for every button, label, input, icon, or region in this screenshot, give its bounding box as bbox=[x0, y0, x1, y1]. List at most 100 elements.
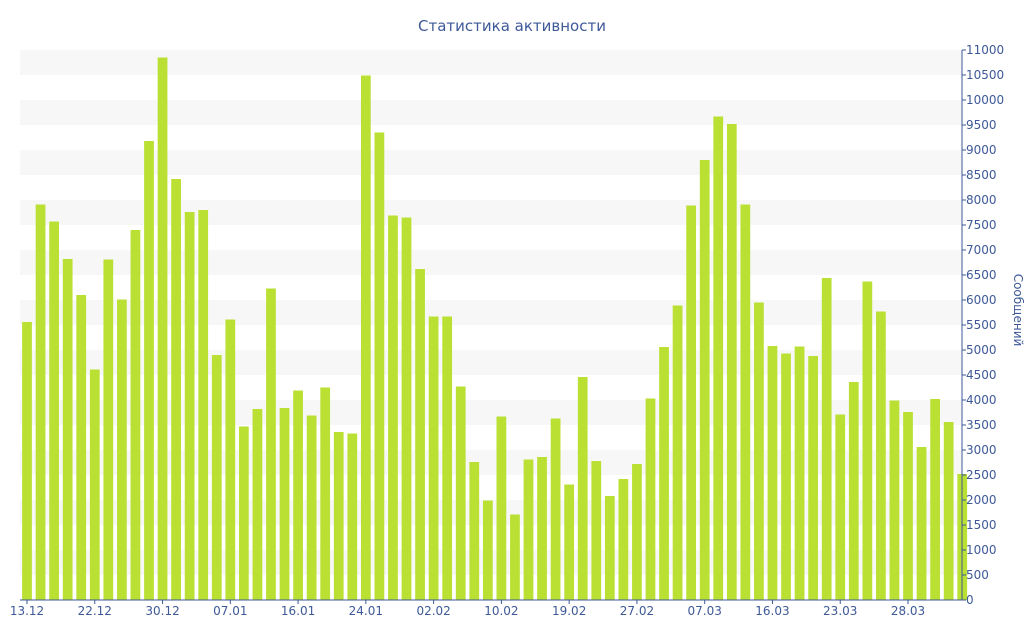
x-tick-label: 10.02 bbox=[484, 604, 518, 618]
bars bbox=[22, 57, 968, 600]
y-tick-label: 2000 bbox=[966, 493, 997, 507]
y-tick-label: 4000 bbox=[966, 393, 997, 407]
bar bbox=[347, 433, 358, 600]
bar bbox=[510, 514, 520, 600]
bar bbox=[415, 269, 425, 600]
bar bbox=[848, 382, 859, 600]
bar bbox=[604, 496, 615, 600]
bar bbox=[184, 212, 195, 600]
bar bbox=[889, 400, 900, 600]
bar bbox=[455, 386, 466, 600]
bar bbox=[225, 319, 236, 600]
x-tick-label: 30.12 bbox=[145, 604, 179, 618]
bar bbox=[686, 205, 697, 600]
bar bbox=[794, 346, 805, 600]
y-tick-label: 10000 bbox=[966, 93, 1004, 107]
bar bbox=[333, 432, 344, 600]
bar bbox=[442, 316, 453, 600]
bar bbox=[306, 415, 317, 600]
y-tick-label: 8500 bbox=[966, 168, 997, 182]
bar bbox=[171, 179, 181, 600]
bar bbox=[62, 259, 73, 600]
y-tick-label: 8000 bbox=[966, 193, 997, 207]
bar bbox=[821, 278, 832, 600]
x-tick-label: 19.02 bbox=[552, 604, 586, 618]
grid-band bbox=[20, 100, 962, 125]
bar bbox=[808, 356, 819, 600]
bar bbox=[252, 409, 263, 600]
y-tick-label: 2500 bbox=[966, 468, 997, 482]
x-axis-ticks: 13.12 22.12 30.12 07.01 16.01 24.01 02.02 10.02… bbox=[10, 600, 925, 618]
bar bbox=[238, 426, 249, 600]
grid-band bbox=[20, 150, 962, 175]
y-axis-label: Сообщений bbox=[1011, 274, 1024, 347]
grid-band bbox=[20, 50, 962, 75]
bar bbox=[76, 295, 87, 600]
bar bbox=[144, 141, 154, 600]
x-tick-label: 16.03 bbox=[755, 604, 789, 618]
bar bbox=[388, 215, 398, 600]
y-tick-label: 1500 bbox=[966, 518, 997, 532]
y-tick-label: 0 bbox=[966, 593, 974, 607]
bar bbox=[591, 461, 602, 600]
bar bbox=[632, 464, 642, 600]
y-tick-label: 3000 bbox=[966, 443, 997, 457]
x-tick-label: 02.02 bbox=[416, 604, 450, 618]
y-tick-label: 4500 bbox=[966, 368, 997, 382]
bar bbox=[157, 57, 168, 600]
y-tick-label: 3500 bbox=[966, 418, 997, 432]
bar bbox=[740, 204, 751, 600]
x-tick-label: 24.01 bbox=[349, 604, 383, 618]
bar bbox=[672, 305, 683, 600]
bar bbox=[117, 299, 127, 600]
y-tick-label: 11000 bbox=[966, 43, 1004, 57]
x-tick-label: 07.01 bbox=[213, 604, 247, 618]
bar bbox=[469, 462, 480, 600]
bar bbox=[35, 204, 46, 600]
bar bbox=[401, 217, 412, 600]
bar bbox=[496, 416, 507, 600]
bar bbox=[49, 221, 59, 600]
bar bbox=[523, 459, 534, 600]
bar bbox=[699, 160, 710, 600]
bar bbox=[930, 399, 940, 600]
bar bbox=[713, 116, 724, 600]
bar bbox=[293, 390, 303, 600]
bar bbox=[537, 457, 547, 600]
y-tick-label: 6000 bbox=[966, 293, 997, 307]
bar bbox=[130, 230, 141, 600]
bar bbox=[862, 281, 873, 600]
x-tick-label: 22.12 bbox=[78, 604, 112, 618]
y-tick-label: 9000 bbox=[966, 143, 997, 157]
y-tick-label: 9500 bbox=[966, 118, 997, 132]
y-tick-label: 6500 bbox=[966, 268, 997, 282]
x-tick-label: 27.02 bbox=[620, 604, 654, 618]
bar bbox=[577, 377, 588, 600]
y-tick-label: 5000 bbox=[966, 343, 997, 357]
y-tick-label: 7500 bbox=[966, 218, 997, 232]
bar bbox=[279, 408, 290, 600]
x-tick-label: 13.12 bbox=[10, 604, 44, 618]
bar bbox=[211, 355, 222, 600]
y-tick-label: 7000 bbox=[966, 243, 997, 257]
bar bbox=[618, 479, 629, 600]
bar bbox=[767, 346, 778, 600]
bar bbox=[428, 316, 439, 600]
bar bbox=[903, 412, 913, 600]
bar bbox=[320, 387, 331, 600]
bar bbox=[835, 414, 846, 600]
bar bbox=[374, 132, 385, 600]
bar bbox=[943, 422, 954, 600]
x-tick-label: 07.03 bbox=[688, 604, 722, 618]
bar bbox=[360, 75, 371, 600]
y-tick-label: 500 bbox=[966, 568, 989, 582]
bar bbox=[564, 484, 575, 600]
bar bbox=[876, 311, 886, 600]
bar bbox=[645, 398, 656, 600]
bar bbox=[482, 500, 493, 600]
y-axis-ticks: 0 500 1000 1500 2000 2500 3000 3500 4000 4500 5000… bbox=[962, 43, 1004, 607]
bar bbox=[916, 447, 927, 600]
y-tick-label: 1000 bbox=[966, 543, 997, 557]
x-tick-label: 23.03 bbox=[823, 604, 857, 618]
